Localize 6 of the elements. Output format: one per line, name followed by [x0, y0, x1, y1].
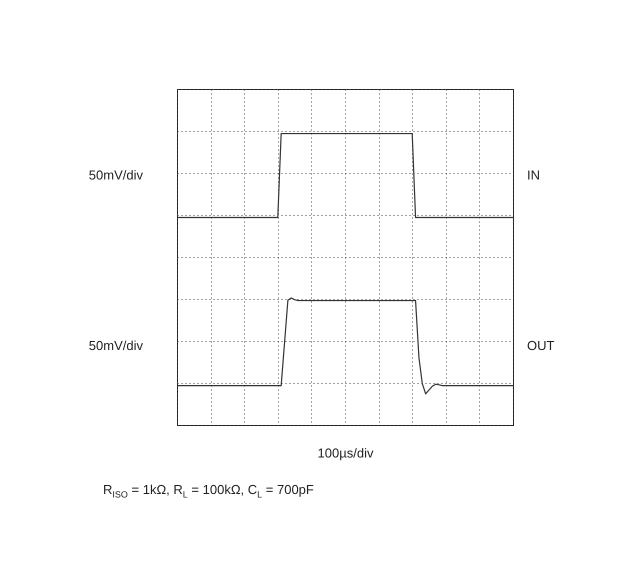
- text: 50mV/div: [88, 168, 144, 183]
- text: OUT: [527, 338, 554, 353]
- text: R$_{ISO}$ = 1kΩ, R$_{L}$ = 100kΩ, C$_{L}$ = 700pF: [103, 482, 314, 500]
- x-axis-title: 100µs/div: [318, 446, 374, 460]
- text: IN: [527, 168, 540, 183]
- text: 50mV/div: [88, 338, 144, 353]
